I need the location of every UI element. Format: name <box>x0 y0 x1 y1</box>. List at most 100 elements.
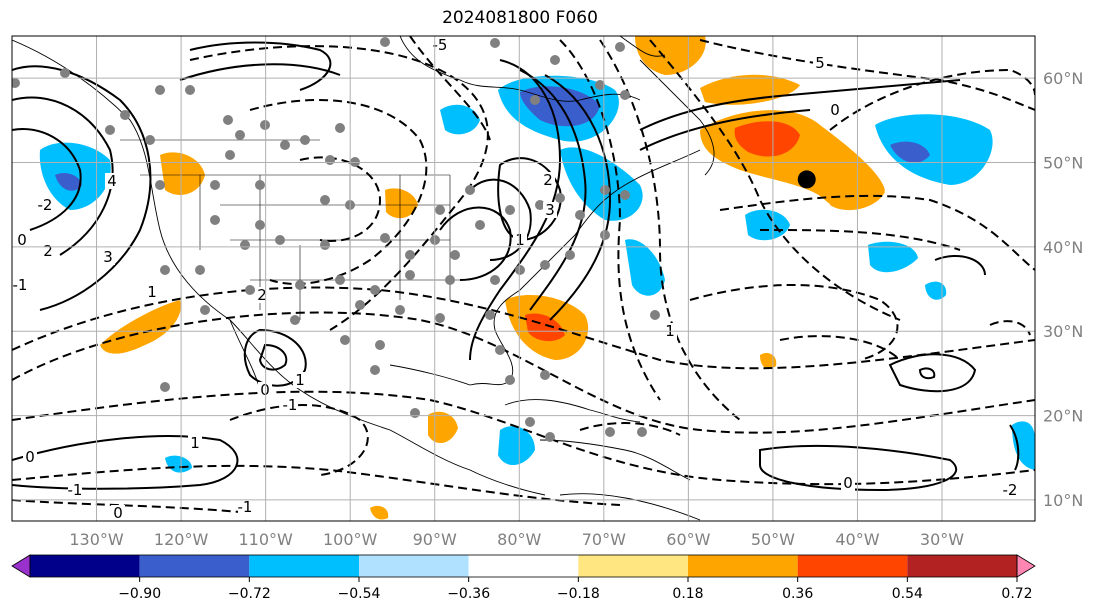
lon-tick-label: 60°W <box>666 530 710 549</box>
contour-label: 3 <box>545 201 555 219</box>
contour-label: -1 <box>68 481 83 499</box>
colorbar-segment <box>468 555 579 577</box>
contour-label: -1 <box>238 498 253 516</box>
contour-label: 0 <box>830 101 840 119</box>
contour-label: 0 <box>17 231 27 249</box>
lon-tick-label: 90°W <box>413 530 457 549</box>
shade-positive-area <box>385 188 418 219</box>
contour-label: 0 <box>113 504 123 522</box>
contour-label: 1 <box>190 434 200 452</box>
colorbar-tick-label: 0.18 <box>672 586 703 602</box>
colorbar: −0.90 −0.72 −0.54 −0.36 −0.18 0.18 0.36 0.54 0.7… <box>11 554 1036 602</box>
colorbar-tick-label: 0.72 <box>1001 586 1032 602</box>
contour-label: 0 <box>843 474 853 492</box>
shade-positive-area <box>428 411 458 444</box>
shade-negative-area <box>875 114 993 185</box>
colorbar-segment <box>797 555 908 577</box>
lon-tick-label: 50°W <box>751 530 795 549</box>
lat-tick-labels: 60°N 50°N 40°N 30°N 20°N 10°N <box>1043 69 1083 510</box>
lon-tick-label: 70°W <box>582 530 626 549</box>
lat-tick-label: 60°N <box>1043 69 1083 88</box>
arctic-coastline <box>619 36 666 57</box>
lon-tick-label: 40°W <box>835 530 879 549</box>
south-america-coastline <box>559 493 701 521</box>
contour-label: 3 <box>103 248 113 266</box>
contour-label: 2 <box>257 286 267 304</box>
lat-tick-label: 10°N <box>1043 491 1083 510</box>
contour-label: 1 <box>515 231 525 249</box>
map-title: 2024081800 F060 <box>442 8 598 28</box>
shade-negative-area <box>868 241 918 273</box>
lat-tick-label: 20°N <box>1043 407 1083 426</box>
shade-positive-core <box>525 313 565 342</box>
shade-negative-area <box>745 209 790 241</box>
lat-tick-label: 50°N <box>1043 154 1083 173</box>
colorbar-extend-low <box>11 554 31 578</box>
coastlines <box>12 36 715 521</box>
lon-tick-label: 130°W <box>69 530 124 549</box>
contour-label: 2 <box>543 171 553 189</box>
contour-label: 5 <box>815 54 825 72</box>
contour-label: 1 <box>295 371 305 389</box>
colorbar-tick-label: −0.18 <box>557 586 600 602</box>
gridlines <box>12 36 1035 521</box>
contour-label: -2 <box>38 196 53 214</box>
location-marker <box>797 170 816 189</box>
colorbar-segment <box>688 555 798 577</box>
colorbar-segment <box>359 555 469 577</box>
contour-label: -1 <box>283 396 298 414</box>
shade-negative-area <box>498 426 535 466</box>
shade-positive-area <box>370 505 389 520</box>
colorbar-tick-label: −0.90 <box>118 586 161 602</box>
contour-label: 1 <box>147 283 157 301</box>
shade-negative-area <box>560 147 643 221</box>
solid-contours <box>12 41 1020 492</box>
colorbar-segment <box>578 555 688 577</box>
lon-tick-label: 80°W <box>497 530 541 549</box>
shade-positive-area <box>100 300 181 354</box>
contour-label: 2 <box>43 242 53 260</box>
colorbar-tick-label: 0.54 <box>892 586 923 602</box>
shade-positive-core <box>734 121 800 157</box>
colorbar-tick-label: 0.36 <box>782 586 813 602</box>
lon-tick-label: 120°W <box>154 530 209 549</box>
hudson-bay-coastline <box>399 36 641 102</box>
labrador-coastline <box>639 59 715 176</box>
gulf-atlantic-coastline <box>389 149 701 386</box>
station-dots <box>12 37 660 442</box>
lon-tick-labels: 130°W 120°W 110°W 100°W 90°W 80°W 70°W 60°W 50°W… <box>69 530 964 549</box>
colorbar-segment <box>249 555 359 577</box>
colorbar-segment <box>30 555 140 577</box>
contour-label: -5 <box>433 36 448 54</box>
lat-tick-label: 30°N <box>1043 322 1083 341</box>
colorbar-segment <box>907 555 1017 577</box>
lon-tick-label: 30°W <box>920 530 964 549</box>
pacific-coastline <box>12 39 546 496</box>
lat-tick-label: 40°N <box>1043 238 1083 257</box>
contour-label: 0 <box>25 448 35 466</box>
contour-label: -2 <box>1003 481 1018 499</box>
contour-label: 0 <box>260 381 270 399</box>
colorbar-extend-high <box>1016 554 1036 578</box>
lon-tick-label: 100°W <box>323 530 378 549</box>
shade-negative-area <box>625 239 665 296</box>
shade-negative-area <box>440 104 480 135</box>
shade-negative-core <box>55 173 82 191</box>
shade-positive-area <box>825 168 885 211</box>
map-frame <box>11 35 1036 522</box>
shade-negative-area <box>1012 421 1035 470</box>
contour-label: 4 <box>107 172 117 190</box>
shade-negative-core <box>890 141 930 163</box>
colorbar-tick-label: −0.54 <box>338 586 381 602</box>
lon-tick-label: 110°W <box>238 530 293 549</box>
colorbar-segment <box>139 555 250 577</box>
shade-positive-area <box>760 353 777 369</box>
cuba-coastline <box>504 399 641 423</box>
shade-negative-area <box>925 281 947 300</box>
antilles-coastline <box>539 439 691 481</box>
contour-label: -1 <box>13 276 28 294</box>
colorbar-tick-label: −0.36 <box>447 586 490 602</box>
colorbar-tick-label: −0.72 <box>228 586 271 602</box>
